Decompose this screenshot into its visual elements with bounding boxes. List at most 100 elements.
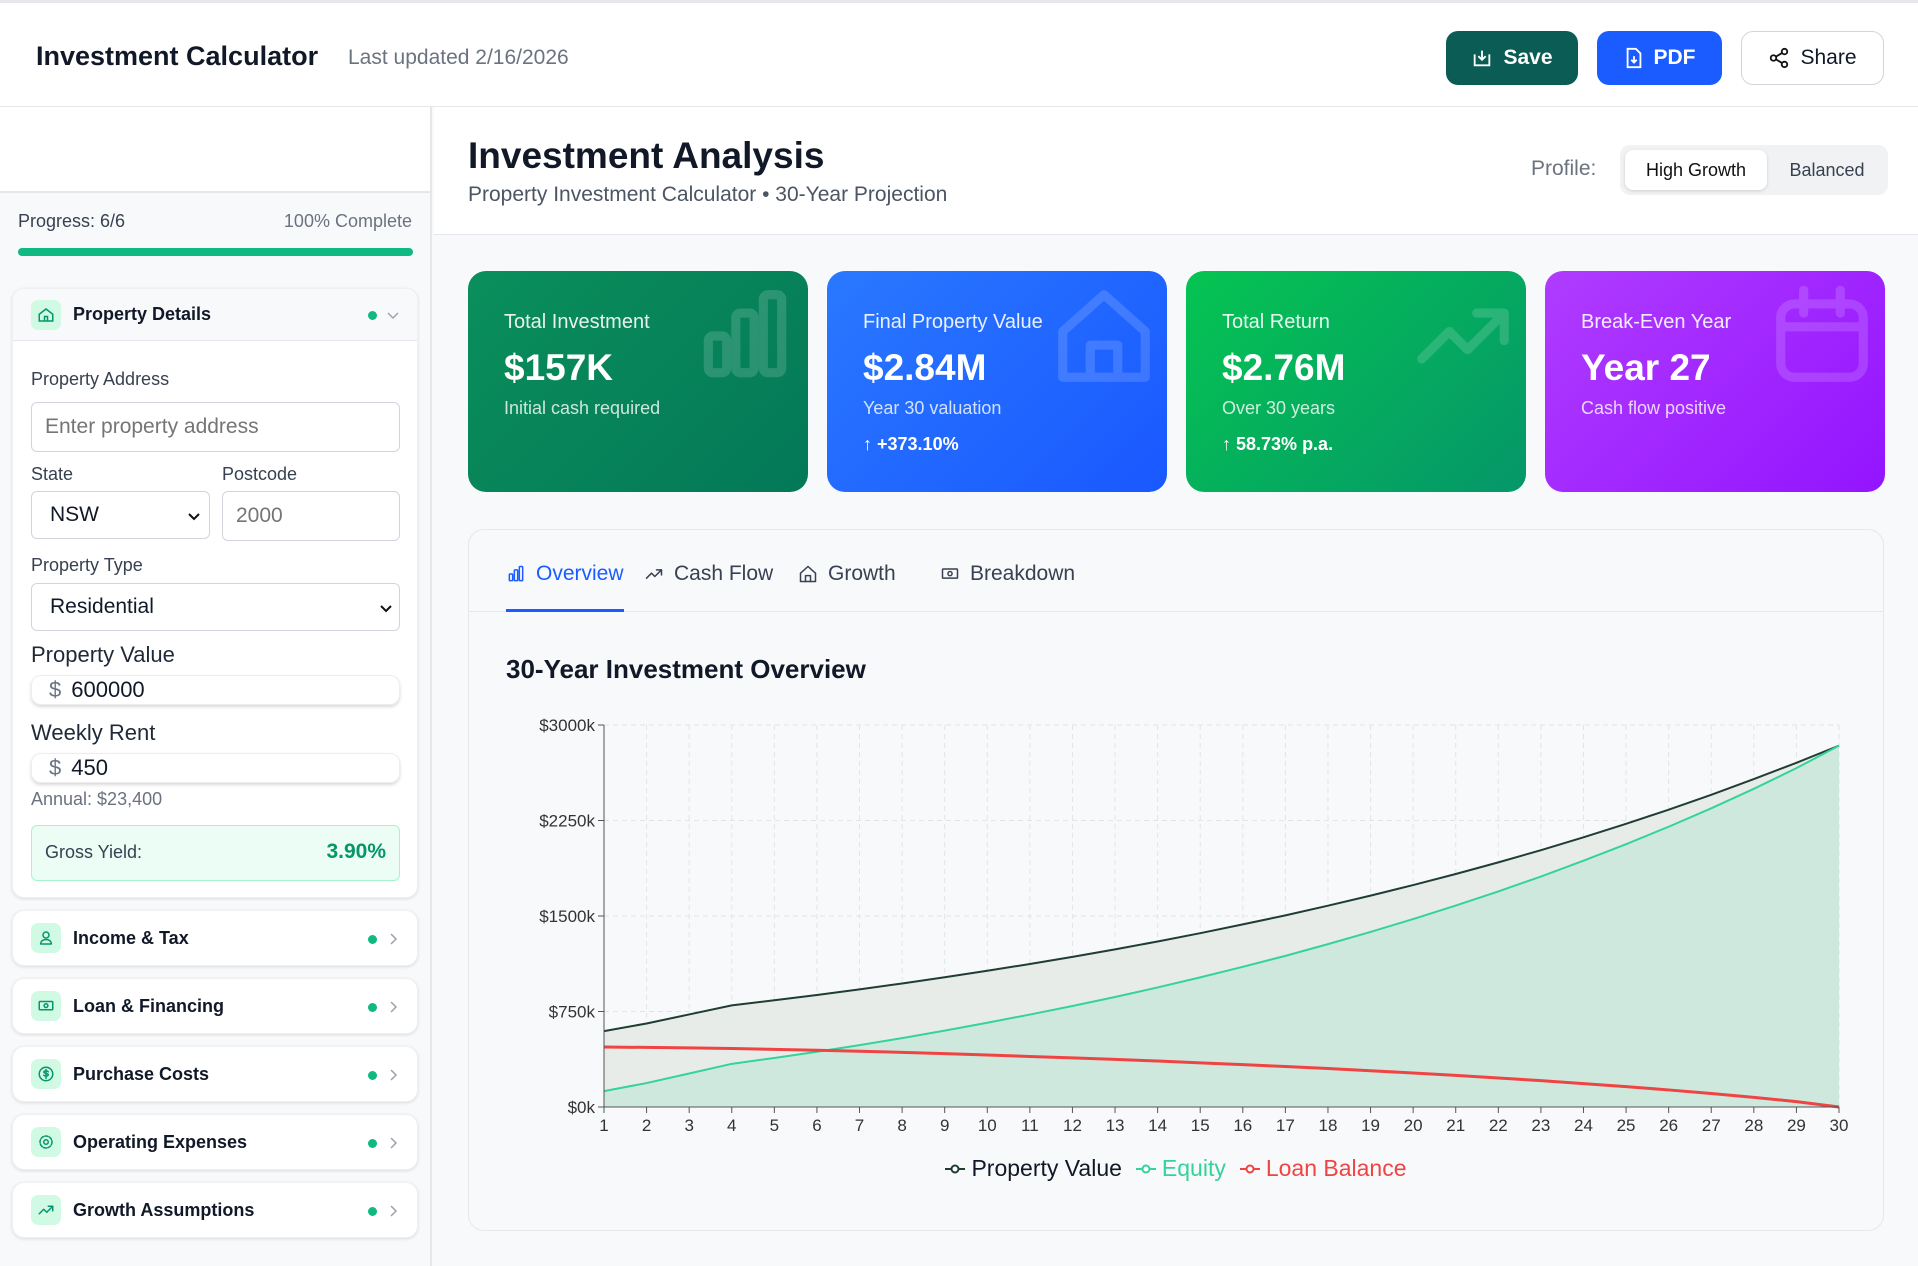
x-tick-label: 24 [1574, 1116, 1593, 1135]
kpi-value: Year 27 [1581, 347, 1711, 388]
legend-item[interactable]: Property Value [945, 1155, 1122, 1182]
x-tick-label: 1 [599, 1116, 608, 1135]
section-title: Operating Expenses [73, 1132, 248, 1152]
x-tick-label: 21 [1446, 1116, 1465, 1135]
x-tick-label: 6 [812, 1116, 821, 1135]
dollar-circle-icon [31, 1059, 61, 1089]
tab-cash-flow[interactable]: Cash Flow [644, 556, 773, 612]
property-details-header[interactable]: Property Details [13, 289, 417, 341]
weekly-rent-input[interactable]: $450 [31, 753, 400, 783]
gross-yield-value: 3.90% [326, 840, 386, 863]
trending-up-icon [31, 1195, 61, 1225]
sidebar-header [0, 107, 430, 193]
status-dot [368, 1139, 377, 1148]
last-updated: Last updated 2/16/2026 [348, 46, 569, 69]
profile-toggle: High Growth Balanced [1620, 145, 1888, 195]
app-title: Investment Calculator [36, 41, 319, 71]
home-icon [798, 564, 818, 590]
home-icon [1049, 281, 1159, 396]
x-tick-label: 5 [770, 1116, 779, 1135]
postcode-label: Postcode [222, 464, 298, 484]
x-tick-label: 19 [1361, 1116, 1380, 1135]
legend-item[interactable]: Loan Balance [1239, 1155, 1407, 1182]
section-title: Property Details [73, 304, 212, 324]
sidebar-section-loan-financing[interactable]: Loan & Financing [12, 978, 418, 1034]
address-label: Property Address [31, 369, 170, 389]
chevron-right-icon [390, 1137, 398, 1149]
x-tick-label: 27 [1702, 1116, 1721, 1135]
x-tick-label: 12 [1063, 1116, 1082, 1135]
kpi-subtext: Year 30 valuation [863, 398, 1002, 418]
property-value-label: Property Value [31, 642, 175, 667]
x-tick-label: 4 [727, 1116, 736, 1135]
tab-label: Growth [828, 562, 896, 585]
top-bar: Investment Calculator Last updated 2/16/… [0, 0, 1918, 107]
x-tick-label: 23 [1531, 1116, 1550, 1135]
sidebar-section-operating-expenses[interactable]: Operating Expenses [12, 1114, 418, 1170]
address-input[interactable] [31, 402, 400, 452]
tab-growth[interactable]: Growth [798, 556, 896, 612]
save-button[interactable]: Save [1446, 31, 1578, 85]
x-tick-label: 16 [1233, 1116, 1252, 1135]
property-type-select[interactable]: Residential [31, 583, 400, 631]
legend-item[interactable]: Equity [1135, 1155, 1226, 1182]
section-title: Income & Tax [73, 928, 189, 948]
progress-fill [18, 248, 413, 256]
tab-overview[interactable]: Overview [506, 556, 624, 612]
sidebar-section-income-tax[interactable]: Income & Tax [12, 910, 418, 966]
save-icon [1474, 50, 1491, 67]
y-tick-label: $0k [568, 1098, 596, 1117]
status-dot [368, 311, 377, 320]
progress-label: Progress: 6/6 [18, 211, 126, 231]
kpi-subtext: Cash flow positive [1581, 398, 1727, 418]
profile-balanced[interactable]: Balanced [1789, 159, 1865, 180]
banknote-icon [940, 564, 960, 590]
kpi-card: Break-Even Year Year 27 Cash flow positi… [1545, 271, 1885, 492]
line-loan-balance [603, 1045, 1840, 1109]
chevron-right-icon [390, 1205, 398, 1217]
share-icon [1770, 47, 1789, 69]
kpi-subtext: Over 30 years [1222, 398, 1336, 418]
section-title: Growth Assumptions [73, 1200, 255, 1220]
chart-legend: Property Value Equity Loan Balance [469, 1155, 1883, 1182]
arrow-up-icon: ↑ [1222, 434, 1237, 454]
line-equity [603, 744, 1840, 1093]
share-button[interactable]: Share [1741, 31, 1884, 85]
chevron-down-icon[interactable] [386, 308, 400, 322]
sidebar-section-growth-assumptions[interactable]: Growth Assumptions [12, 1182, 418, 1238]
profile-high-growth[interactable]: High Growth [1625, 150, 1767, 190]
chart-title: 30-Year Investment Overview [506, 654, 866, 684]
tab-breakdown[interactable]: Breakdown [940, 556, 1075, 612]
status-dot [368, 1207, 377, 1216]
x-tick-label: 8 [897, 1116, 906, 1135]
legend-label: Equity [1161, 1155, 1226, 1181]
kpi-delta: ↑ +373.10% [863, 434, 959, 455]
gross-yield-box: Gross Yield: 3.90% [31, 825, 400, 881]
arrow-up-icon: ↑ [863, 434, 878, 454]
legend-label: Property Value [971, 1155, 1122, 1181]
section-title: Loan & Financing [73, 996, 224, 1016]
x-tick-label: 28 [1744, 1116, 1763, 1135]
kpi-delta-value: +373.10% [877, 434, 959, 454]
x-tick-label: 22 [1489, 1116, 1508, 1135]
y-tick-label: $2250k [539, 812, 595, 831]
kpi-value: $2.76M [1222, 347, 1346, 388]
property-value-input[interactable]: $600000 [31, 675, 400, 705]
property-type-value: Residential [50, 595, 154, 618]
tab-label: Cash Flow [674, 562, 774, 585]
pdf-button[interactable]: PDF [1597, 31, 1722, 85]
property-details-section: Property Details Property Address State … [12, 288, 418, 898]
currency-symbol: $ [49, 755, 62, 780]
page-title: Investment Analysis [468, 135, 825, 176]
kpi-label: Break-Even Year [1581, 311, 1732, 333]
kpi-card: Total Return $2.76M Over 30 years ↑ 58.7… [1186, 271, 1526, 492]
kpi-label: Final Property Value [863, 311, 1043, 333]
trending-up-icon [1408, 281, 1518, 396]
state-select[interactable]: NSW [31, 491, 210, 539]
postcode-input[interactable] [222, 491, 400, 541]
kpi-delta-value: 58.73% p.a. [1236, 434, 1334, 454]
sidebar-section-purchase-costs[interactable]: Purchase Costs [12, 1046, 418, 1102]
save-label: Save [1503, 46, 1553, 69]
user-icon [31, 923, 61, 953]
legend-marker-icon [1135, 1164, 1156, 1173]
